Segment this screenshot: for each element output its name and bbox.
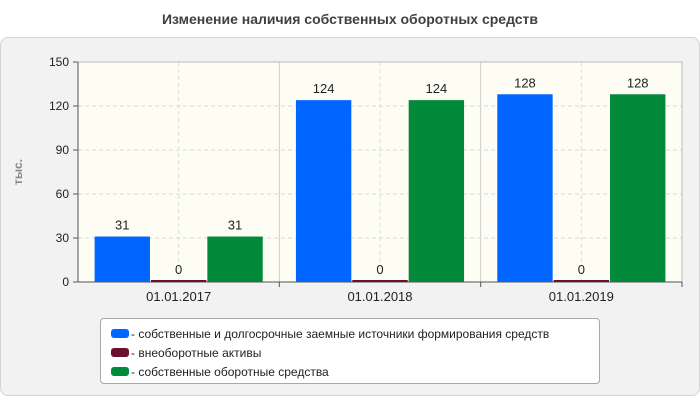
bar-2 [150, 280, 207, 282]
legend-swatch [111, 329, 129, 339]
chart-legend: - собственные и долгосрочные заемные ист… [100, 318, 600, 384]
x-tick-label: 01.01.2017 [146, 289, 211, 304]
y-tick-label: 90 [56, 143, 70, 157]
plot-area [78, 62, 682, 282]
bar-1 [94, 236, 150, 282]
y-tick-label: 120 [49, 99, 69, 113]
y-tick-label: 30 [56, 231, 70, 245]
y-tick-label: 60 [56, 187, 70, 201]
bar-1 [497, 94, 553, 283]
bar-3 [408, 100, 465, 282]
data-label: 0 [175, 262, 182, 277]
data-label: 128 [627, 75, 649, 90]
y-tick-label: 0 [62, 275, 69, 289]
legend-item: - собственные и долгосрочные заемные ист… [111, 326, 549, 342]
bar-1 [295, 100, 352, 282]
bar-2 [553, 280, 610, 282]
data-label: 124 [313, 81, 335, 96]
bar-3 [207, 236, 263, 282]
legend-item: - собственные оборотные средства [111, 364, 329, 380]
legend-label: - собственные и долгосрочные заемные ист… [131, 327, 550, 341]
x-tick-label: 01.01.2019 [549, 289, 614, 304]
legend-label: - собственные оборотные средства [131, 365, 329, 379]
bar-3 [610, 94, 666, 283]
y-tick-label: 150 [49, 55, 69, 69]
chart-title: Изменение наличия собственных оборотных … [161, 11, 539, 27]
data-label: 0 [578, 262, 585, 277]
legend-swatch [111, 348, 129, 358]
x-tick-label: 01.01.2018 [347, 289, 412, 304]
y-axis-title: тыс. [11, 159, 25, 185]
data-label: 0 [376, 262, 383, 277]
data-label: 31 [228, 218, 242, 233]
data-label: 124 [426, 81, 448, 96]
bar-2 [352, 280, 408, 282]
legend-label: - внеоборотные активы [131, 346, 262, 360]
data-label: 128 [514, 75, 536, 90]
data-label: 31 [115, 218, 129, 233]
legend-item: - внеоборотные активы [111, 345, 261, 361]
legend-swatch [111, 367, 129, 377]
